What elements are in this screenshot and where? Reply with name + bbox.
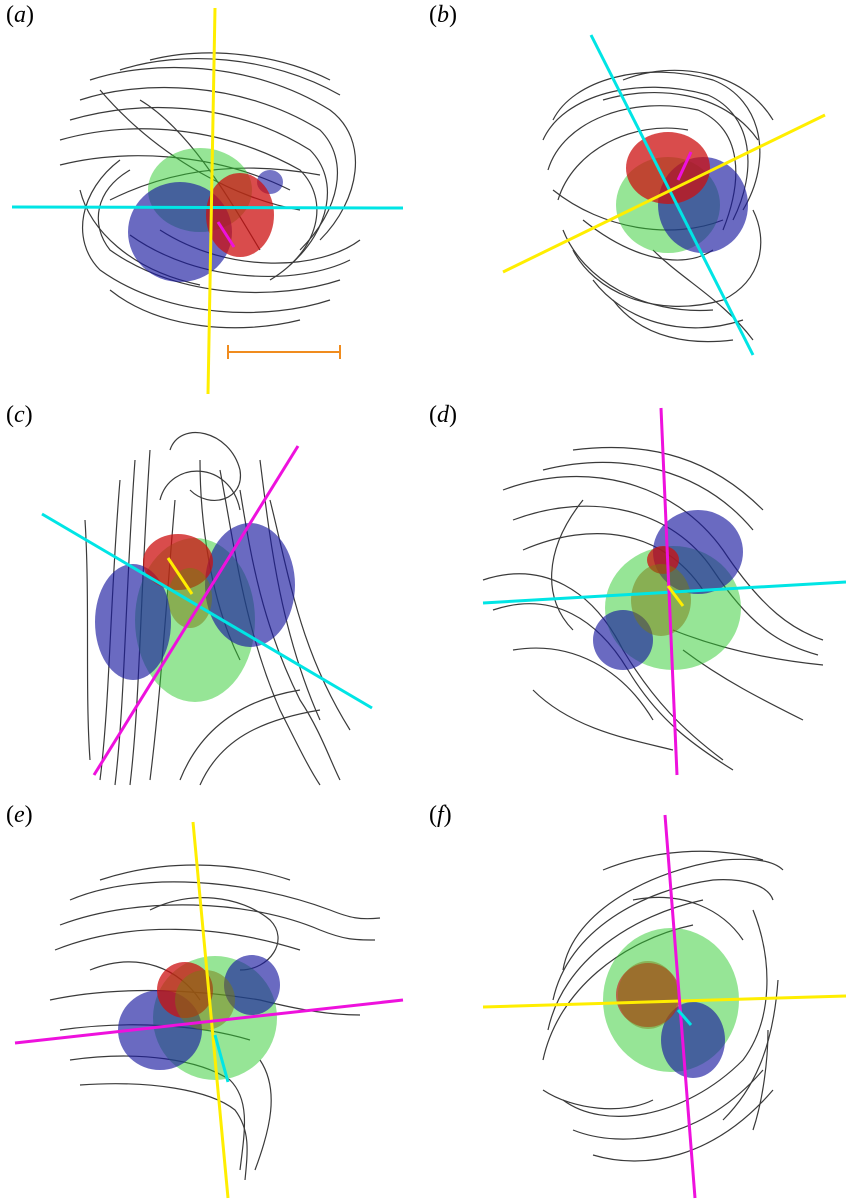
panel-f-graphic	[482, 814, 846, 1199]
panel-label-a: (a)	[6, 2, 34, 28]
panel-b-graphic	[502, 34, 826, 356]
panel-d-graphic	[482, 407, 846, 776]
blue-lobe	[661, 1002, 725, 1078]
panel-a: (a)	[0, 0, 423, 400]
axis-magenta	[676, 151, 693, 181]
panel-e: (e)	[0, 800, 423, 1200]
olive-core	[175, 970, 235, 1030]
panel-label-e: (e)	[6, 802, 33, 828]
axis-yellow	[191, 821, 230, 1199]
panel-c-graphic	[41, 432, 373, 786]
panel-c: (c)	[0, 400, 423, 800]
axis-magenta	[14, 998, 404, 1045]
axis-cyan	[41, 512, 373, 710]
axis-magenta	[92, 445, 300, 776]
panel-label-f: (f)	[429, 802, 452, 828]
axis-cyan	[676, 1009, 693, 1026]
red-lobe	[206, 173, 274, 257]
axis-cyan	[11, 205, 404, 210]
panel-e-graphic	[14, 821, 404, 1199]
red-lobe	[626, 132, 710, 204]
axis-yellow	[206, 7, 217, 395]
axis-yellow	[482, 994, 846, 1009]
olive-core	[631, 564, 691, 636]
axis-yellow	[502, 113, 826, 274]
scale-bar	[227, 345, 341, 359]
axis-cyan	[589, 34, 755, 356]
olive-core	[168, 568, 212, 628]
blue-lobe-right	[205, 523, 295, 647]
blue-lobe-bottom	[593, 610, 653, 670]
axis-cyan	[213, 1034, 230, 1083]
panel-a-graphic	[11, 7, 404, 395]
axis-magenta	[659, 407, 679, 776]
panel-f: (f)	[423, 800, 846, 1200]
axis-cyan	[482, 580, 846, 605]
panel-label-c: (c)	[6, 402, 33, 428]
panel-label-d: (d)	[429, 402, 457, 428]
axis-magenta	[216, 221, 236, 248]
panel-label-b: (b)	[429, 2, 457, 28]
axis-yellow	[166, 557, 194, 595]
blue-lobe-top	[224, 955, 280, 1015]
red-lobe	[616, 963, 680, 1027]
blue-lobe-left	[95, 564, 171, 680]
axis-yellow	[666, 585, 685, 607]
panel-d: (d)	[423, 400, 846, 800]
axis-magenta	[663, 814, 697, 1199]
panel-b: (b)	[423, 0, 846, 400]
olive-core	[618, 961, 678, 1029]
